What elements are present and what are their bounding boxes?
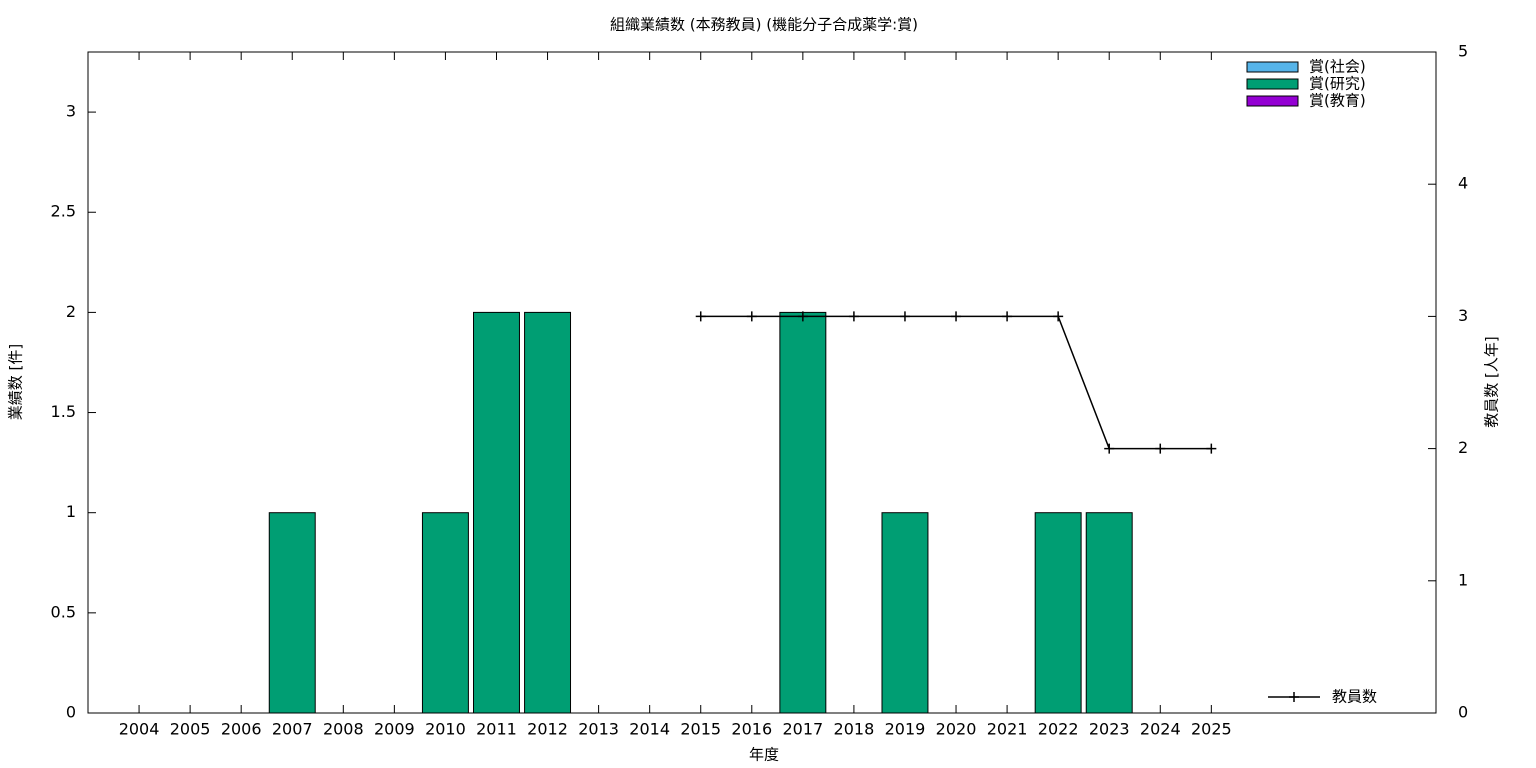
bar: [779, 311, 827, 714]
line-point: [848, 311, 859, 322]
legend-marker: [1289, 692, 1299, 702]
x-tick-label: 2014: [629, 720, 670, 739]
x-tick-label: 2016: [731, 720, 772, 739]
x-tick-label: 2022: [1038, 720, 1079, 739]
line-point: [1206, 443, 1217, 454]
plot-frame: [87, 51, 1437, 714]
chart-title: 組織業績数 (本務教員) (機能分子合成薬学:賞): [610, 16, 918, 34]
x-tick-label: 2021: [987, 720, 1028, 739]
line: [700, 315, 1212, 450]
x-tick-label: 2004: [119, 720, 160, 739]
x-tick-label: 2009: [374, 720, 415, 739]
x-tick-label: 2024: [1140, 720, 1181, 739]
y2-tick-label: 5: [1458, 42, 1468, 61]
x-tick-label: 2013: [578, 720, 619, 739]
x-tick-label: 2023: [1089, 720, 1130, 739]
x-tick-label: 2018: [834, 720, 875, 739]
bar: [473, 311, 520, 714]
x-axis-label: 年度: [749, 746, 779, 764]
legend-label: 賞(研究): [1309, 75, 1366, 93]
bar: [421, 512, 469, 714]
y2-tick-label: 4: [1458, 174, 1468, 193]
y2-tick-label: 2: [1458, 438, 1468, 457]
bar: [1085, 512, 1133, 714]
y-tick-label: 0.5: [51, 602, 76, 621]
y-tick-label: 1.5: [51, 402, 76, 421]
x-tick-label: 2025: [1191, 720, 1232, 739]
y-tick-label: 0: [66, 703, 76, 722]
line-point: [746, 311, 757, 322]
legend-label: 教員数: [1332, 688, 1377, 706]
bar: [268, 512, 316, 714]
y-tick-label: 2.5: [51, 202, 76, 221]
x-tick-label: 2008: [323, 720, 364, 739]
y-axis-label: 業績数 [件]: [7, 344, 25, 420]
line-point: [951, 311, 962, 322]
line-point: [1002, 311, 1013, 322]
x-tick-label: 2020: [936, 720, 977, 739]
legend-swatch: [1246, 61, 1299, 73]
bar: [524, 311, 572, 714]
line-point: [1155, 443, 1166, 454]
y2-tick-label: 0: [1458, 703, 1468, 722]
legend-swatch: [1246, 78, 1299, 90]
line-point: [1104, 443, 1115, 454]
bar: [1034, 512, 1082, 714]
x-tick-label: 2019: [885, 720, 926, 739]
line-point: [1053, 311, 1064, 322]
legend-label: 賞(教育): [1309, 92, 1366, 110]
y2-tick-label: 1: [1458, 570, 1468, 589]
y2-axis-label: 教員数 [人年]: [1483, 336, 1501, 427]
legend-label: 賞(社会): [1309, 58, 1366, 76]
y-tick-label: 1: [66, 502, 76, 521]
line-point: [797, 311, 808, 322]
x-tick-label: 2015: [680, 720, 721, 739]
bar: [881, 512, 929, 714]
x-tick-label: 2005: [170, 720, 211, 739]
y-tick-label: 3: [66, 102, 76, 121]
y2-tick-label: 3: [1458, 306, 1468, 325]
legend-swatch: [1246, 95, 1299, 107]
x-tick-label: 2012: [527, 720, 568, 739]
x-tick-label: 2011: [476, 720, 517, 739]
x-tick-label: 2007: [272, 720, 313, 739]
line-point: [695, 311, 706, 322]
line-point: [899, 311, 910, 322]
x-tick-label: 2010: [425, 720, 466, 739]
x-tick-label: 2006: [221, 720, 262, 739]
y-tick-label: 2: [66, 302, 76, 321]
x-tick-label: 2017: [782, 720, 823, 739]
